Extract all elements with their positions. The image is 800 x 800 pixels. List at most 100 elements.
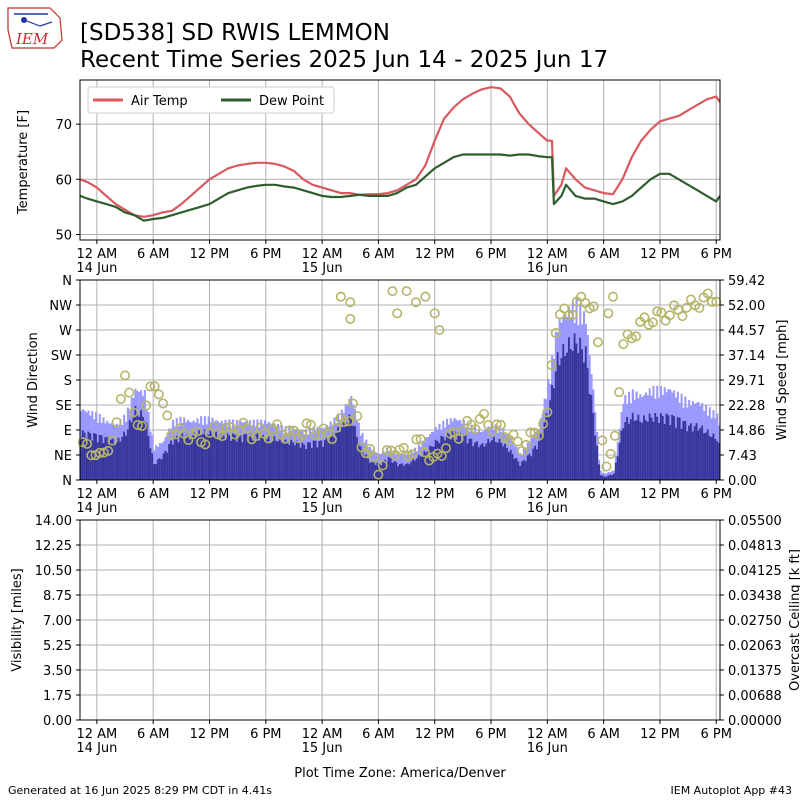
wind-speed-bar (370, 460, 373, 480)
wind-speed-bar (678, 417, 681, 480)
wind-direction-marker (453, 433, 464, 444)
wind-speed-bar (354, 426, 357, 480)
wind-direction-marker (639, 312, 650, 323)
wind-speed-bar (460, 441, 464, 480)
wind-direction-marker (398, 442, 409, 453)
wind-speed-bar (235, 441, 238, 480)
wind-direction-marker (601, 461, 612, 472)
wind-speed-bar (155, 464, 158, 480)
x-tick-label: 12 AM (76, 727, 117, 742)
wind-speed-bar (712, 433, 715, 480)
y-tick-label: NE (54, 449, 72, 464)
wind-direction-marker (457, 426, 468, 437)
wind-speed-bar (445, 432, 449, 480)
wind-speed-bar (656, 416, 659, 480)
wind-speed-bar (613, 473, 616, 480)
wind-speed-bar (661, 415, 664, 480)
temperature-y-ticks: 50 60 70 (55, 118, 80, 243)
wind-speed-bar (83, 432, 86, 480)
wind-direction-marker (288, 425, 299, 436)
wind-speed-bar (254, 435, 257, 480)
wind-speed-bar (590, 394, 593, 480)
wind-speed-bar (292, 442, 295, 480)
wind-speed-bar (669, 425, 672, 480)
wind-direction-marker (420, 291, 431, 302)
wind-speed-bar (258, 440, 261, 480)
wind-direction-marker (631, 331, 642, 342)
wind-speed-bar (378, 463, 381, 480)
x-tick-label: 12 AM (302, 727, 343, 742)
wind-speed-bar (410, 461, 413, 480)
y-tick-label: 3.50 (43, 664, 72, 679)
wind-speed-bar (682, 421, 685, 480)
x-tick-label: 12 AM (76, 247, 117, 262)
x-tick-label: 12 PM (190, 487, 230, 502)
wind-speed-bar (552, 388, 556, 480)
wind-speed-bar (622, 428, 625, 480)
wind-direction-marker (491, 419, 502, 430)
wind-speed-bar (554, 371, 557, 480)
wind-speed-bar (186, 433, 190, 480)
wind-direction-marker (225, 422, 236, 433)
wind-direction-marker (440, 443, 451, 454)
wind-speed-bar (286, 442, 289, 480)
wind-speed-bar (511, 454, 514, 480)
wind-speed-bar (316, 447, 319, 480)
wind-direction-marker (652, 306, 663, 317)
y2-tick-label: 14.86 (728, 424, 765, 439)
y2-tick-label: 0.04125 (728, 564, 782, 579)
wind-direction-marker (272, 419, 283, 430)
wind-direction-marker (470, 424, 481, 435)
wind-direction-marker (415, 434, 426, 445)
x-tick-date: 14 Jun (76, 261, 117, 276)
wind-speed-bar (406, 463, 409, 480)
wind-speed-bar (106, 436, 109, 480)
wind-speed-bar (158, 458, 161, 480)
wind-speed-bar (648, 413, 651, 480)
wind-speed-bar (323, 440, 327, 480)
wind-speed-bar (528, 453, 531, 480)
wind-speed-bar (207, 434, 210, 480)
wind-speed-bar (232, 433, 235, 480)
wind-speed-bar (468, 438, 471, 480)
wind-speed-bar (631, 412, 634, 480)
wind-speed-bar (93, 433, 96, 480)
wind-speed-bar (228, 435, 231, 480)
wind-speed-bar (111, 438, 114, 480)
wind-direction-marker (120, 370, 131, 381)
wind-speed-bar (322, 446, 325, 480)
wind-speed-bar (481, 443, 484, 480)
wind-speed-bar (339, 431, 342, 480)
wind-speed-bar (397, 465, 400, 480)
wind-direction-marker (124, 387, 135, 398)
wind-speed-bar (389, 458, 392, 480)
wind-speed-bar (110, 439, 113, 480)
wind-speed-bar (318, 440, 321, 480)
wind-direction-marker (495, 419, 506, 430)
y-tick-label: 10.50 (35, 564, 72, 579)
x-tick-label: 12 AM (527, 727, 568, 742)
wind-speed-bar (425, 452, 428, 480)
wind-speed-bar (325, 437, 328, 480)
wind-speed-bar (125, 435, 128, 480)
x-tick-label: 12 PM (415, 247, 455, 262)
wind-speed-bar (496, 442, 499, 480)
wind-speed-bar (532, 448, 535, 480)
wind-speed-bar (100, 435, 103, 480)
wind-direction-marker (364, 443, 375, 454)
y2-tick-label: 0.03438 (728, 589, 782, 604)
x-tick-label: 6 AM (362, 487, 395, 502)
wind-speed-bar (134, 405, 137, 480)
wind-speed-bar (245, 433, 248, 480)
x-tick-label: 6 PM (701, 727, 732, 742)
wind-speed-bar (185, 435, 188, 480)
wind-direction-marker (559, 303, 570, 314)
wind-speed-bar (447, 433, 450, 480)
wind-direction-marker (419, 447, 430, 458)
wind-speed-bar (624, 422, 627, 480)
wind-direction-marker (603, 308, 614, 319)
wind-speed-bar (293, 445, 297, 480)
wind-speed-bar (89, 433, 92, 480)
wind-direction-marker (200, 439, 211, 450)
